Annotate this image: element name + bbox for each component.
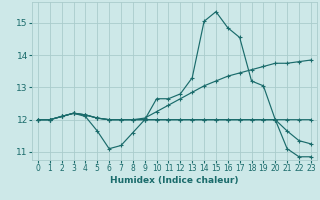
X-axis label: Humidex (Indice chaleur): Humidex (Indice chaleur): [110, 176, 239, 185]
